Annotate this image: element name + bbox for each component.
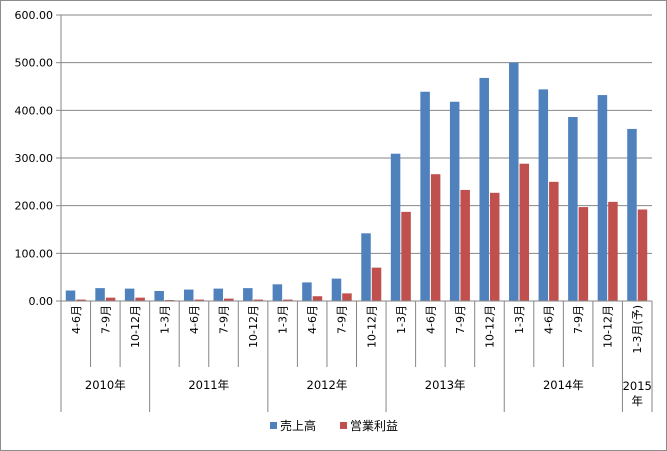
x-category-label: 4-6月 [543,305,556,334]
bar-operating-profit [519,163,530,301]
bar-operating-profit [578,207,589,301]
bar-operating-profit [253,299,264,301]
bar-operating-profit [460,189,470,301]
bar-sales [124,288,135,301]
x-category-label: 4-6月 [70,305,83,334]
x-category-label: 10-12月 [247,305,260,348]
bar-sales [183,289,194,301]
x-category-label: 1-3月 [395,305,408,334]
bar-operating-profit [105,297,116,301]
x-year-label: 2013年 [425,378,466,392]
bar-sales [538,89,549,301]
bar-operating-profit [608,201,618,301]
x-category-label: 1-3月 [158,305,171,334]
x-category-label: 10-12月 [129,305,142,348]
bar-sales [449,101,460,302]
bar-sales [390,153,401,301]
bar-operating-profit [430,174,441,301]
x-category-label: 1-3月(予) [631,305,644,354]
bar-sales [243,288,253,301]
bar-operating-profit [224,298,234,301]
x-category-label: 7-9月 [336,305,349,334]
bar-sales [154,290,164,301]
x-category-label: 10-12月 [365,305,378,348]
bar-operating-profit [489,192,500,301]
legend-label-sales: 売上高 [280,418,316,433]
x-category-label: 10-12月 [483,305,496,348]
bar-operating-profit [342,293,352,301]
bar-sales [95,288,105,301]
bar-operating-profit [76,299,86,301]
y-tick-label: 300.00 [15,152,54,165]
x-year-label: 2014年 [543,378,584,392]
x-category-label: 7-9月 [99,305,112,334]
bar-sales [509,62,519,301]
y-tick-label: 400.00 [15,104,54,117]
bar-sales [213,288,224,301]
bar-operating-profit [637,209,648,301]
bar-sales [302,282,312,301]
legend-swatch-sales [270,422,277,429]
bar-operating-profit [194,299,204,301]
bar-operating-profit [371,267,382,301]
x-year-label: 2010年 [85,378,126,392]
y-tick-label: 500.00 [15,57,54,70]
bar-sales [272,284,283,301]
x-category-label: 7-9月 [454,305,467,334]
x-category-label: 4-6月 [306,305,319,334]
bars [65,62,648,302]
bar-sales [479,77,489,301]
x-year-label: 2012年 [307,378,348,392]
bar-sales [597,95,608,301]
y-tick-label: 100.00 [15,247,54,260]
legend: 売上高 営業利益 [270,418,398,433]
bar-operating-profit [135,297,145,301]
x-category-labels: 4-6月 7-9月 10-12月 1-3月 4-6月 7-9月 10-12月 1-3月 4-6月… [70,305,644,354]
x-year-label: 2015 年 [623,379,652,408]
x-category-label: 1-3月 [513,305,526,334]
y-tick-label: 0.00 [29,295,54,308]
x-category-label: 7-9月 [572,305,585,334]
x-year-labels: 2010年 2011年 2012年 2013年 2014年 2015 年 [85,378,652,408]
x-category-label: 10-12月 [602,305,615,348]
bar-operating-profit [549,181,559,301]
bar-sales [420,91,430,301]
x-category-label: 7-9月 [218,305,231,334]
y-axis-ticks: 0.00 100.00 200.00 300.00 400.00 500.00 600.00 [15,9,61,308]
axes [60,15,653,412]
bar-operating-profit [283,299,293,301]
bar-sales [568,117,578,301]
x-year-label: 2011年 [188,378,229,392]
x-category-label: 1-3月 [277,305,290,334]
y-tick-label: 200.00 [15,200,54,213]
bar-sales [361,233,371,301]
bar-operating-profit [312,296,323,301]
legend-label-operating-profit: 営業利益 [350,419,398,433]
grid-lines [61,14,652,254]
legend-swatch-operating-profit [340,422,347,429]
x-category-label: 4-6月 [424,305,437,334]
bar-sales [65,290,76,301]
bar-operating-profit [401,211,411,301]
bar-sales [331,278,342,301]
x-category-label: 4-6月 [188,305,201,334]
y-tick-label: 600.00 [15,9,54,22]
bar-sales [627,128,637,301]
